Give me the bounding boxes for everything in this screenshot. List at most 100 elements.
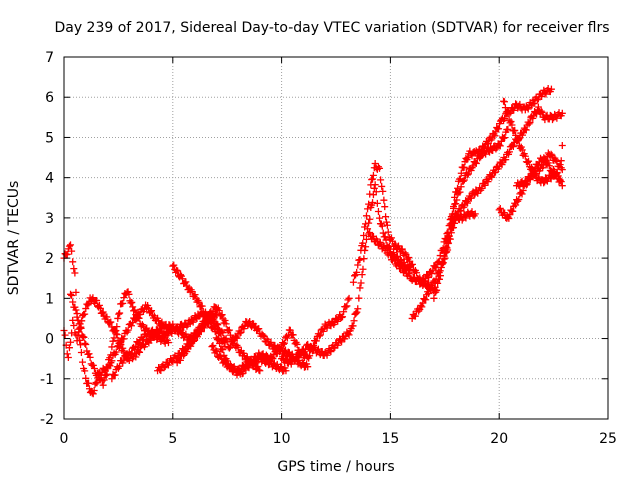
data-point [401, 266, 409, 274]
data-point [81, 367, 89, 375]
data-point [65, 242, 73, 250]
data-point [195, 298, 203, 306]
data-point [538, 108, 546, 116]
data-point [484, 140, 492, 148]
data-point [470, 191, 478, 199]
data-point [549, 116, 557, 124]
data-point [378, 222, 386, 230]
data-point [356, 284, 364, 292]
data-point [454, 184, 462, 192]
data-point [106, 362, 114, 370]
data-point [383, 221, 391, 229]
data-point [299, 359, 307, 367]
data-point [450, 203, 458, 211]
data-point [286, 326, 294, 334]
data-point [340, 308, 348, 316]
data-point [68, 291, 76, 299]
data-point [542, 156, 550, 164]
data-point [417, 280, 425, 288]
data-point [391, 240, 399, 248]
data-point [424, 272, 432, 280]
data-point [539, 164, 547, 172]
data-point [338, 338, 346, 346]
data-point [316, 331, 324, 339]
data-point [369, 171, 377, 179]
x-tick-label: 25 [599, 431, 617, 447]
data-point [77, 324, 85, 332]
data-point [203, 311, 211, 319]
data-point [222, 320, 230, 328]
data-point [218, 327, 226, 335]
data-point [124, 326, 132, 334]
data-point [362, 243, 370, 251]
data-point [116, 309, 124, 317]
data-point [248, 358, 256, 366]
data-point [306, 352, 314, 360]
data-point [213, 320, 221, 328]
data-point [218, 311, 226, 319]
data-point [366, 215, 374, 223]
data-point [519, 131, 527, 139]
data-point [355, 294, 363, 302]
data-point [182, 278, 190, 286]
data-point [531, 170, 539, 178]
y-tick-label: 2 [45, 251, 54, 267]
data-point [109, 337, 117, 345]
data-point [277, 346, 285, 354]
data-point [512, 201, 520, 209]
data-point [463, 171, 471, 179]
data-point [523, 158, 531, 166]
series-I [278, 181, 414, 368]
data-point [524, 105, 532, 113]
data-point [255, 366, 263, 374]
data-point [376, 238, 384, 246]
data-point [180, 323, 188, 331]
data-point [68, 247, 76, 255]
data-point [349, 278, 357, 286]
data-point [525, 157, 533, 165]
data-point [61, 331, 69, 339]
data-point [464, 170, 472, 178]
data-point [519, 180, 527, 188]
data-point [312, 337, 320, 345]
data-point [365, 219, 373, 227]
data-point [213, 347, 221, 355]
data-point [130, 307, 138, 315]
data-point [187, 342, 195, 350]
x-tick-label: 15 [381, 431, 399, 447]
data-point [67, 338, 75, 346]
data-point [553, 169, 561, 177]
data-point [107, 318, 115, 326]
data-point [96, 304, 104, 312]
data-point [103, 370, 111, 378]
data-point [390, 254, 398, 262]
data-point [234, 343, 242, 351]
data-point [498, 161, 506, 169]
data-point [453, 188, 461, 196]
data-point [216, 339, 224, 347]
data-point [237, 328, 245, 336]
data-point [428, 284, 436, 292]
data-point [210, 315, 218, 323]
data-point [73, 337, 81, 345]
data-point [398, 245, 406, 253]
data-point [425, 289, 433, 297]
data-point [221, 317, 229, 325]
data-point [125, 290, 133, 298]
data-point [547, 85, 555, 93]
data-point [334, 317, 342, 325]
data-point [540, 179, 548, 187]
data-point [451, 219, 459, 227]
data-point [481, 144, 489, 152]
x-axis-label: GPS time / hours [277, 459, 394, 475]
data-point [135, 340, 143, 348]
data-point [115, 362, 123, 370]
data-point [364, 205, 372, 213]
data-point [233, 334, 241, 342]
data-point [553, 157, 561, 165]
data-point [259, 331, 267, 339]
data-point [552, 156, 560, 164]
data-point [269, 355, 277, 363]
data-point [358, 271, 366, 279]
